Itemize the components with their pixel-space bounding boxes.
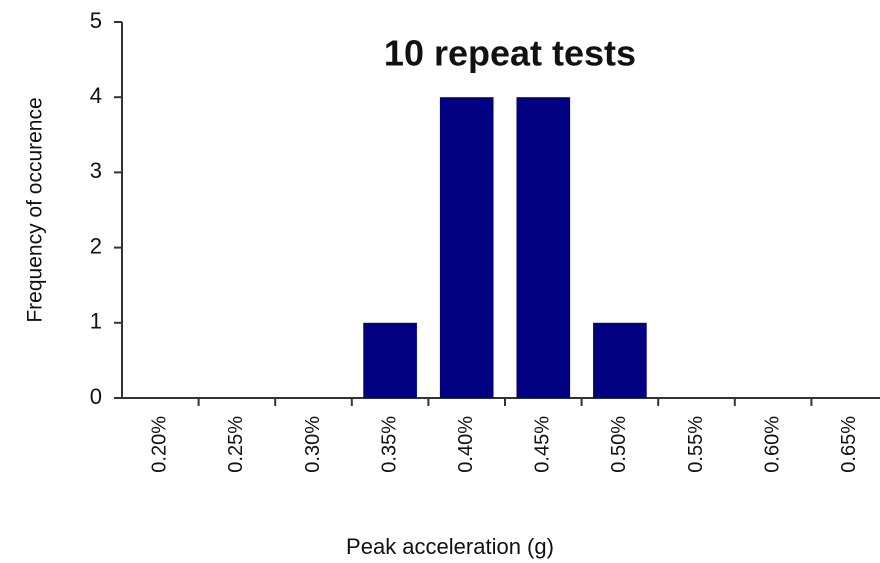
- y-axis-label: Frequency of occurence: [24, 97, 47, 322]
- x-tick-label: 0.55%: [685, 416, 707, 473]
- chart-title: 10 repeat tests: [384, 33, 636, 74]
- x-tick-label: 0.35%: [378, 416, 400, 473]
- bar: [439, 97, 494, 398]
- x-tick-label: 0.30%: [302, 416, 324, 473]
- bar: [516, 97, 571, 398]
- x-tick-label: 0.25%: [225, 416, 247, 473]
- y-tick-label: 0: [90, 384, 102, 409]
- y-tick-label: 2: [90, 233, 102, 258]
- x-tick-label: 0.20%: [149, 416, 171, 473]
- x-tick-label: 0.45%: [532, 416, 554, 473]
- y-tick-label: 1: [90, 309, 102, 334]
- x-tick-label: 0.60%: [761, 416, 783, 473]
- x-tick-label: 0.40%: [455, 416, 477, 473]
- x-tick-label: 0.65%: [838, 416, 860, 473]
- x-axis-label: Peak acceleration (g): [346, 534, 554, 559]
- y-tick-label: 4: [90, 83, 102, 108]
- bar: [593, 322, 647, 398]
- x-tick-label: 0.50%: [608, 416, 630, 473]
- y-tick-label: 5: [90, 8, 102, 33]
- bar: [363, 322, 417, 398]
- y-tick-label: 3: [90, 158, 102, 183]
